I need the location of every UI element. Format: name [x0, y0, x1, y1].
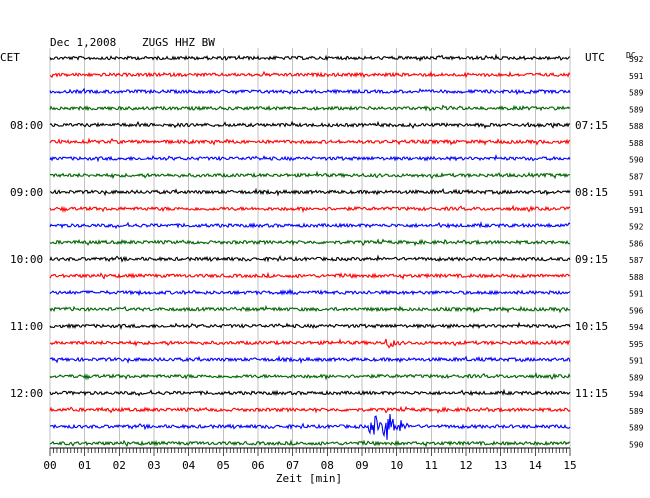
seismic-trace-row	[49, 388, 571, 397]
x-tick-label: 11	[425, 459, 438, 472]
dc-value: 595	[629, 340, 644, 349]
seismic-trace-row	[49, 288, 571, 297]
dc-value: 588	[629, 273, 644, 282]
x-tick-label: 02	[113, 459, 126, 472]
dc-value: 590	[629, 440, 644, 449]
right-zone-label: UTC	[585, 51, 605, 64]
dc-value: 591	[629, 290, 644, 299]
seismic-trace-row	[49, 321, 571, 330]
seismic-trace-row	[49, 238, 571, 247]
dc-label: DC	[626, 51, 636, 60]
axis-layer: 592 591 589 589 588 588 590 587 591 591 592 586 587 5…	[10, 55, 644, 472]
seismic-trace-row	[49, 220, 571, 230]
right-hour-label: 11:15	[575, 387, 608, 400]
dc-value: 591	[629, 206, 644, 215]
seismic-trace-row	[49, 254, 571, 263]
x-tick-label: 03	[147, 459, 160, 472]
right-hour-label: 08:15	[575, 186, 608, 199]
dc-value: 594	[629, 390, 644, 399]
x-tick-label: 01	[78, 459, 91, 472]
x-tick-label: 10	[390, 459, 403, 472]
seismic-trace-row	[49, 405, 571, 414]
dc-value: 589	[629, 89, 644, 98]
seismic-trace-row	[49, 439, 571, 448]
x-axis-label: Zeit [min]	[276, 472, 342, 485]
dc-value: 588	[629, 139, 644, 148]
dc-value: 589	[629, 373, 644, 382]
seismic-trace-row	[49, 137, 571, 146]
left-hour-label: 10:00	[10, 253, 43, 266]
seismic-trace-row	[49, 53, 571, 62]
x-tick-label: 00	[43, 459, 56, 472]
dc-value: 589	[629, 407, 644, 416]
dc-value: 591	[629, 357, 644, 366]
seismic-trace-row	[49, 120, 571, 130]
seismic-trace-row	[49, 104, 571, 112]
dc-value: 588	[629, 122, 644, 131]
trace-layer	[49, 53, 571, 448]
x-tick-label: 09	[355, 459, 368, 472]
seismic-trace-row	[49, 154, 571, 163]
seismic-trace-row	[49, 338, 571, 349]
left-zone-label: CET	[0, 51, 20, 64]
x-tick-label: 07	[286, 459, 299, 472]
seismic-trace-row	[49, 187, 571, 197]
x-tick-label: 04	[182, 459, 196, 472]
dc-value: 589	[629, 105, 644, 114]
dc-value: 592	[629, 55, 644, 64]
x-tick-label: 08	[321, 459, 334, 472]
x-tick-label: 14	[529, 459, 543, 472]
x-tick-label: 15	[563, 459, 576, 472]
left-hour-label: 11:00	[10, 320, 43, 333]
left-hour-label: 12:00	[10, 387, 43, 400]
dc-value: 591	[629, 72, 644, 81]
dc-value: 589	[629, 424, 644, 433]
x-tick-label: 05	[217, 459, 230, 472]
x-tick-label: 12	[459, 459, 472, 472]
dc-value: 586	[629, 239, 644, 248]
seismic-trace-row	[49, 271, 571, 280]
dc-value: 594	[629, 323, 644, 332]
x-tick-label: 13	[494, 459, 507, 472]
dc-value: 587	[629, 256, 644, 265]
seismic-trace-row	[49, 170, 571, 180]
left-hour-label: 09:00	[10, 186, 43, 199]
x-tick-label: 06	[251, 459, 264, 472]
dc-value: 590	[629, 156, 644, 165]
left-hour-label: 08:00	[10, 119, 43, 132]
header-station: ZUGS HHZ BW	[142, 36, 215, 49]
grid-layer	[49, 48, 571, 448]
dc-value: 587	[629, 172, 644, 181]
right-hour-label: 09:15	[575, 253, 608, 266]
seismic-trace-row	[49, 87, 571, 96]
dc-value: 592	[629, 223, 644, 232]
header-date: Dec 1,2008	[50, 36, 116, 49]
right-hour-label: 07:15	[575, 119, 608, 132]
right-hour-label: 10:15	[575, 320, 608, 333]
dc-value: 596	[629, 306, 644, 315]
seismic-trace-row	[49, 413, 571, 440]
seismic-trace-row	[49, 204, 571, 214]
seismic-trace-row	[49, 304, 571, 314]
dc-value: 591	[629, 189, 644, 198]
seismic-trace-row	[49, 355, 571, 365]
seismic-trace-row	[49, 70, 571, 79]
seismic-trace-row	[49, 372, 571, 381]
